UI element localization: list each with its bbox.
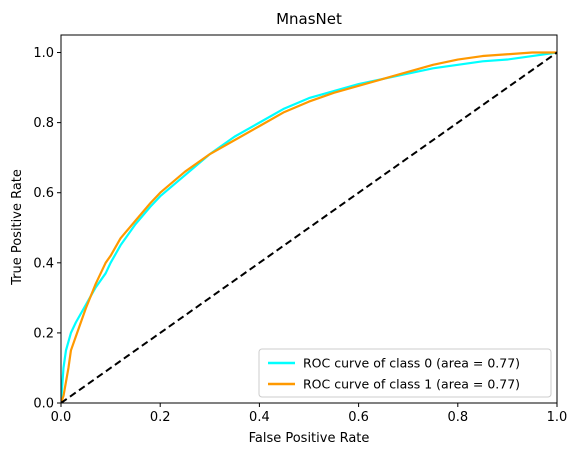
y-tick-label: 1.0 <box>33 46 54 61</box>
y-tick-label: 0.2 <box>33 326 54 341</box>
x-tick-label: 0.6 <box>348 410 369 425</box>
legend-label-class-1: ROC curve of class 1 (area = 0.77) <box>303 377 520 392</box>
chance-diagonal-line <box>61 51 557 403</box>
legend-label-class-0: ROC curve of class 0 (area = 0.77) <box>303 356 520 371</box>
series-line-class-1 <box>61 51 557 403</box>
x-tick-label: 0.4 <box>249 410 270 425</box>
legend: ROC curve of class 0 (area = 0.77) ROC cu… <box>258 348 552 398</box>
y-tick-label: 0.0 <box>33 397 54 412</box>
x-tick-label: 0.0 <box>51 410 72 425</box>
x-tick-label: 0.8 <box>447 410 468 425</box>
plot-frame <box>60 34 558 404</box>
y-tick-label: 0.8 <box>33 116 54 131</box>
y-tick-label: 0.6 <box>33 186 54 201</box>
chart-title: MnasNet <box>276 10 342 28</box>
x-tick-label: 1.0 <box>547 410 568 425</box>
x-axis-label: False Positive Rate <box>249 431 370 446</box>
legend-box <box>258 348 552 398</box>
axis-ticks: 0.0 0.2 0.4 0.6 0.8 1.0 0.0 0.2 0.4 0.6 0.8 1.0 <box>33 46 567 425</box>
y-axis-label: True Positive Rate <box>10 169 25 286</box>
x-tick-label: 0.2 <box>150 410 171 425</box>
y-tick-label: 0.4 <box>33 256 54 271</box>
